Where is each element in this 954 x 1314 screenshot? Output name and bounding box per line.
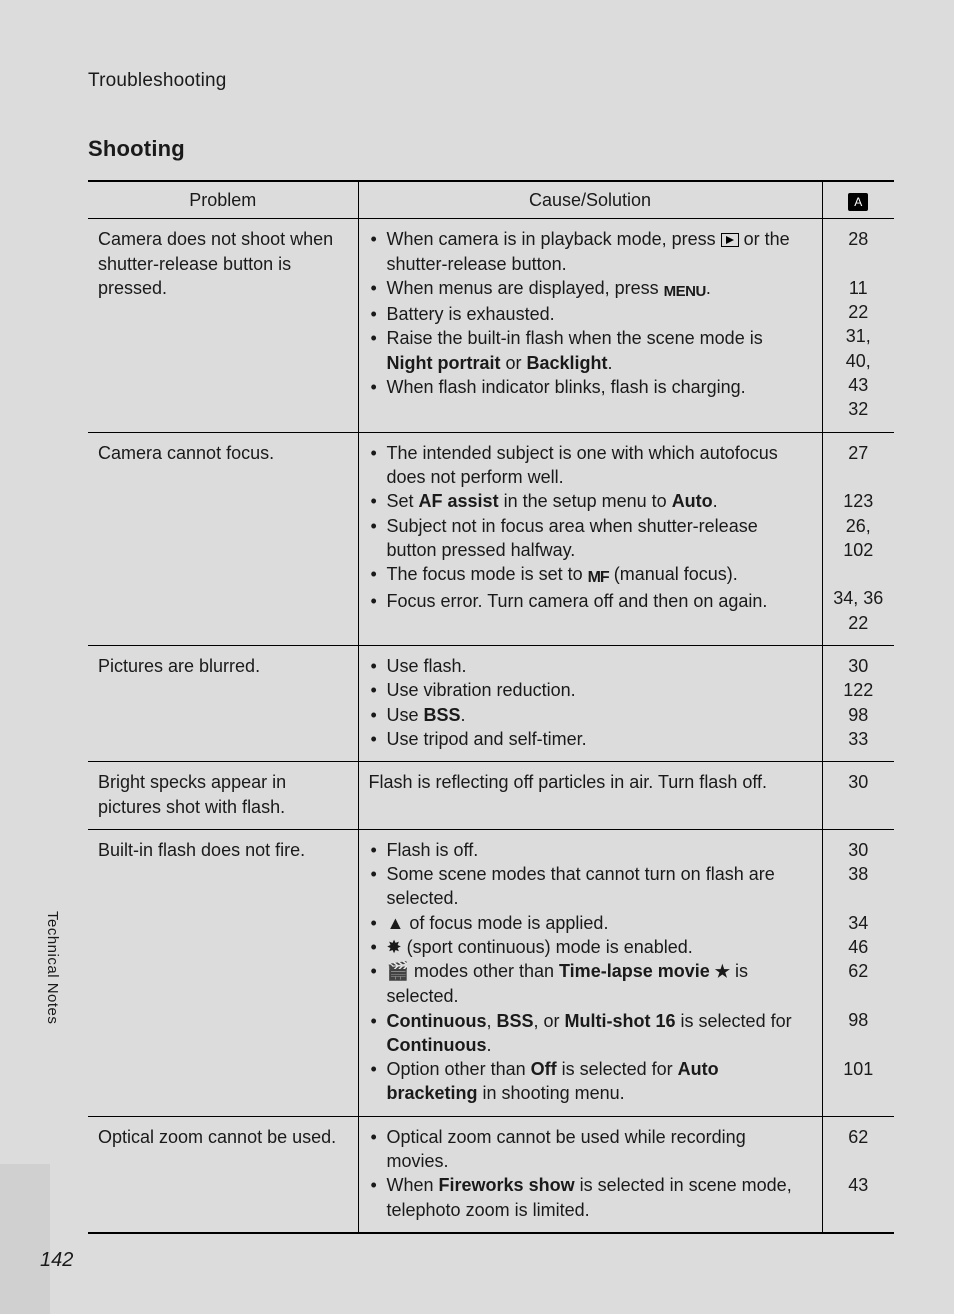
menu-icon: MENU [664, 282, 706, 302]
reference-page: 62 [833, 959, 885, 983]
reference-page: 33 [833, 727, 885, 751]
reference-cell: 62 43 [822, 1116, 894, 1233]
manual-page: Troubleshooting Shooting Problem Cause/S… [0, 0, 954, 1314]
reference-page: 22 [833, 611, 885, 635]
problem-cell: Camera does not shoot when shutter-relea… [88, 219, 358, 432]
reference-page [833, 465, 885, 489]
reference-page: 123 [833, 489, 885, 513]
header-problem: Problem [88, 181, 358, 219]
side-tab [0, 1164, 50, 1314]
cause-cell: Optical zoom cannot be used while record… [358, 1116, 822, 1233]
reference-page: 62 [833, 1125, 885, 1149]
reference-page: 30 [833, 654, 885, 678]
table-row: Bright specks appear in pictures shot wi… [88, 762, 894, 830]
table-row: Pictures are blurred.Use flash.Use vibra… [88, 646, 894, 762]
reference-page: 122 [833, 678, 885, 702]
reference-page: 27 [833, 441, 885, 465]
header-reference-icon: A [822, 181, 894, 219]
problem-cell: Optical zoom cannot be used. [88, 1116, 358, 1233]
problem-cell: Built-in flash does not fire. [88, 829, 358, 1116]
cause-cell: Flash is reflecting off particles in air… [358, 762, 822, 830]
reference-page: 26, 102 [833, 514, 885, 563]
cause-cell: When camera is in playback mode, press o… [358, 219, 822, 432]
problem-cell: Bright specks appear in pictures shot wi… [88, 762, 358, 830]
reference-page: 34, 36 [833, 586, 885, 610]
reference-page: 38 [833, 862, 885, 886]
cause-cell: Use flash.Use vibration reduction.Use BS… [358, 646, 822, 762]
reference-page [833, 886, 885, 910]
reference-cell: 30 [822, 762, 894, 830]
reference-page: 34 [833, 911, 885, 935]
reference-page: 31, 40, [833, 324, 885, 373]
manual-focus-icon: MF [588, 567, 609, 589]
cause-cell: The intended subject is one with which a… [358, 432, 822, 645]
reference-page [833, 984, 885, 1008]
reference-cell: 27 12326, 102 34, 3622 [822, 432, 894, 645]
troubleshoot-table: Problem Cause/Solution A Camera does not… [88, 180, 894, 1234]
table-row: Built-in flash does not fire.Flash is of… [88, 829, 894, 1116]
reference-page: 30 [833, 770, 885, 794]
reference-page: 98 [833, 703, 885, 727]
table-row: Camera does not shoot when shutter-relea… [88, 219, 894, 432]
reference-page: 22 [833, 300, 885, 324]
table-row: Optical zoom cannot be used.Optical zoom… [88, 1116, 894, 1233]
reference-page [833, 1149, 885, 1173]
reference-page: 98 [833, 1008, 885, 1032]
sport-continuous-icon: ✸ [387, 937, 402, 957]
header-cause: Cause/Solution [358, 181, 822, 219]
reference-page: 46 [833, 935, 885, 959]
page-number: 142 [40, 1249, 73, 1272]
cause-cell: Flash is off.Some scene modes that canno… [358, 829, 822, 1116]
reference-page: 101 [833, 1057, 885, 1081]
mountain-icon: ▲ [387, 913, 405, 933]
star-icon: ★ [715, 962, 730, 981]
breadcrumb: Troubleshooting [88, 70, 894, 92]
reference-page: 32 [833, 397, 885, 421]
reference-cell: 3038 344662 98 101 [822, 829, 894, 1116]
section-heading: Shooting [88, 136, 894, 162]
reference-cell: 28 112231, 40,4332 [822, 219, 894, 432]
reference-page [833, 1032, 885, 1056]
reference-page [833, 562, 885, 586]
reference-page: 30 [833, 838, 885, 862]
reference-cell: 301229833 [822, 646, 894, 762]
problem-cell: Camera cannot focus. [88, 432, 358, 645]
playback-icon [721, 233, 739, 247]
reference-page: 11 [833, 276, 885, 300]
side-label: Technical Notes [44, 911, 61, 1024]
reference-page: 43 [833, 373, 885, 397]
reference-page [833, 252, 885, 276]
problem-cell: Pictures are blurred. [88, 646, 358, 762]
reference-page: 28 [833, 227, 885, 251]
reference-page: 43 [833, 1173, 885, 1197]
reference-icon: A [848, 193, 868, 211]
movie-icon: 🎬 [387, 961, 409, 981]
table-row: Camera cannot focus.The intended subject… [88, 432, 894, 645]
